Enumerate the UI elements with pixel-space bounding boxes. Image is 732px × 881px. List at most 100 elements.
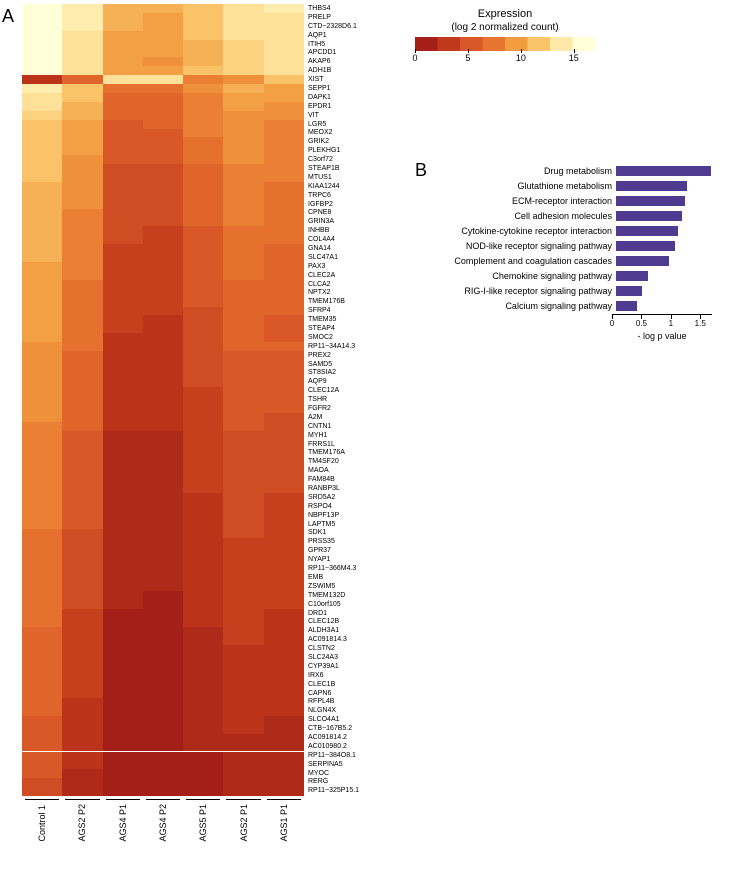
heatmap-cell xyxy=(183,235,223,244)
heatmap-row-label: FRRS1L xyxy=(308,440,359,449)
heatmap-cell xyxy=(183,342,223,351)
heatmap-cell xyxy=(22,218,62,227)
heatmap-cell xyxy=(143,565,183,574)
heatmap-cell xyxy=(183,13,223,22)
heatmap-cell xyxy=(22,155,62,164)
heatmap-cell xyxy=(103,636,143,645)
heatmap-cell xyxy=(223,218,263,227)
heatmap-cell xyxy=(22,520,62,529)
heatmap-cell xyxy=(143,271,183,280)
heatmap-cell xyxy=(143,31,183,40)
heatmap-cell xyxy=(223,413,263,422)
bar-track xyxy=(616,179,716,193)
heatmap-cell xyxy=(62,226,102,235)
heatmap-cell xyxy=(62,324,102,333)
heatmap-cell xyxy=(223,458,263,467)
heatmap-cell xyxy=(223,743,263,752)
heatmap-cell xyxy=(143,191,183,200)
heatmap-cell xyxy=(143,760,183,769)
heatmap-cell xyxy=(264,173,304,182)
heatmap-cell xyxy=(62,413,102,422)
heatmap-cell xyxy=(62,40,102,49)
heatmap-cell xyxy=(264,404,304,413)
heatmap-cell xyxy=(22,324,62,333)
heatmap-cell xyxy=(264,298,304,307)
heatmap-row-label: GRIK2 xyxy=(308,137,359,146)
bar-fill xyxy=(616,256,669,266)
heatmap-cell xyxy=(143,582,183,591)
bar-label: Cell adhesion molecules xyxy=(432,211,616,221)
heatmap-row-label: GNA14 xyxy=(308,244,359,253)
heatmap-cell xyxy=(62,271,102,280)
heatmap-cell xyxy=(183,164,223,173)
heatmap-cell xyxy=(223,431,263,440)
heatmap-cell xyxy=(103,734,143,743)
heatmap-cell xyxy=(183,716,223,725)
heatmap-cell xyxy=(62,360,102,369)
heatmap-cell xyxy=(183,93,223,102)
heatmap-cell xyxy=(264,360,304,369)
heatmap-cell xyxy=(143,360,183,369)
heatmap-row-label: CTB−167B5.2 xyxy=(308,724,359,733)
heatmap-cell xyxy=(183,582,223,591)
heatmap-cell xyxy=(183,360,223,369)
bar-row: Calcium signaling pathway xyxy=(432,299,712,313)
heatmap-row-label: TMEM132D xyxy=(308,591,359,600)
heatmap-cell xyxy=(103,627,143,636)
heatmap-cell xyxy=(62,556,102,565)
heatmap-cell xyxy=(143,493,183,502)
heatmap-cell xyxy=(143,351,183,360)
heatmap-cell xyxy=(22,645,62,654)
heatmap-cell xyxy=(22,289,62,298)
heatmap-cell xyxy=(62,778,102,787)
heatmap-cell xyxy=(264,66,304,75)
heatmap-row-label: FGFR2 xyxy=(308,404,359,413)
heatmap-cell xyxy=(264,565,304,574)
heatmap-cell xyxy=(103,574,143,583)
heatmap-row-label: CLSTN2 xyxy=(308,644,359,653)
heatmap-cell xyxy=(223,289,263,298)
heatmap-row-label: CPNE8 xyxy=(308,208,359,217)
heatmap-cell xyxy=(223,387,263,396)
heatmap-cell xyxy=(103,600,143,609)
heatmap-cell xyxy=(22,48,62,57)
legend-ticks: 051015 xyxy=(415,53,595,67)
heatmap-cell xyxy=(103,449,143,458)
heatmap-cell xyxy=(183,307,223,316)
heatmap-cell xyxy=(103,182,143,191)
heatmap-cell xyxy=(183,787,223,796)
heatmap-cell xyxy=(143,84,183,93)
heatmap-cell xyxy=(223,75,263,84)
heatmap-row-label: TSHR xyxy=(308,395,359,404)
bar-row: NOD-like receptor signaling pathway xyxy=(432,239,712,253)
bar-row: Complement and coagulation cascades xyxy=(432,254,712,268)
expression-heatmap: THBS4PRELPCTD−2328D6.1AQP1ITIH5APCDD1AKA… xyxy=(22,4,304,796)
heatmap-row-label: RP11−384O8.1 xyxy=(308,751,359,760)
bar-label: Calcium signaling pathway xyxy=(432,301,616,311)
bar-row: ECM-receptor interaction xyxy=(432,194,712,208)
heatmap-cell xyxy=(143,698,183,707)
heatmap-cell xyxy=(143,48,183,57)
heatmap-cell xyxy=(223,84,263,93)
heatmap-cell xyxy=(264,627,304,636)
heatmap-cell xyxy=(22,13,62,22)
heatmap-cell xyxy=(223,351,263,360)
bar-label: Cytokine-cytokine receptor interaction xyxy=(432,226,616,236)
heatmap-row-label: SRD5A2 xyxy=(308,493,359,502)
heatmap-cell xyxy=(183,769,223,778)
heatmap-row-label: CLCA2 xyxy=(308,280,359,289)
heatmap-cell xyxy=(143,663,183,672)
heatmap-cell xyxy=(22,502,62,511)
heatmap-row-label: SERPINA5 xyxy=(308,760,359,769)
heatmap-cell xyxy=(264,75,304,84)
heatmap-cell xyxy=(183,529,223,538)
heatmap-cell xyxy=(223,253,263,262)
heatmap-cell xyxy=(62,743,102,752)
heatmap-cell xyxy=(223,707,263,716)
heatmap-cell xyxy=(62,120,102,129)
heatmap-cell xyxy=(103,743,143,752)
heatmap-cell xyxy=(183,244,223,253)
heatmap-cell xyxy=(103,351,143,360)
heatmap-cell xyxy=(223,671,263,680)
heatmap-cell xyxy=(22,404,62,413)
